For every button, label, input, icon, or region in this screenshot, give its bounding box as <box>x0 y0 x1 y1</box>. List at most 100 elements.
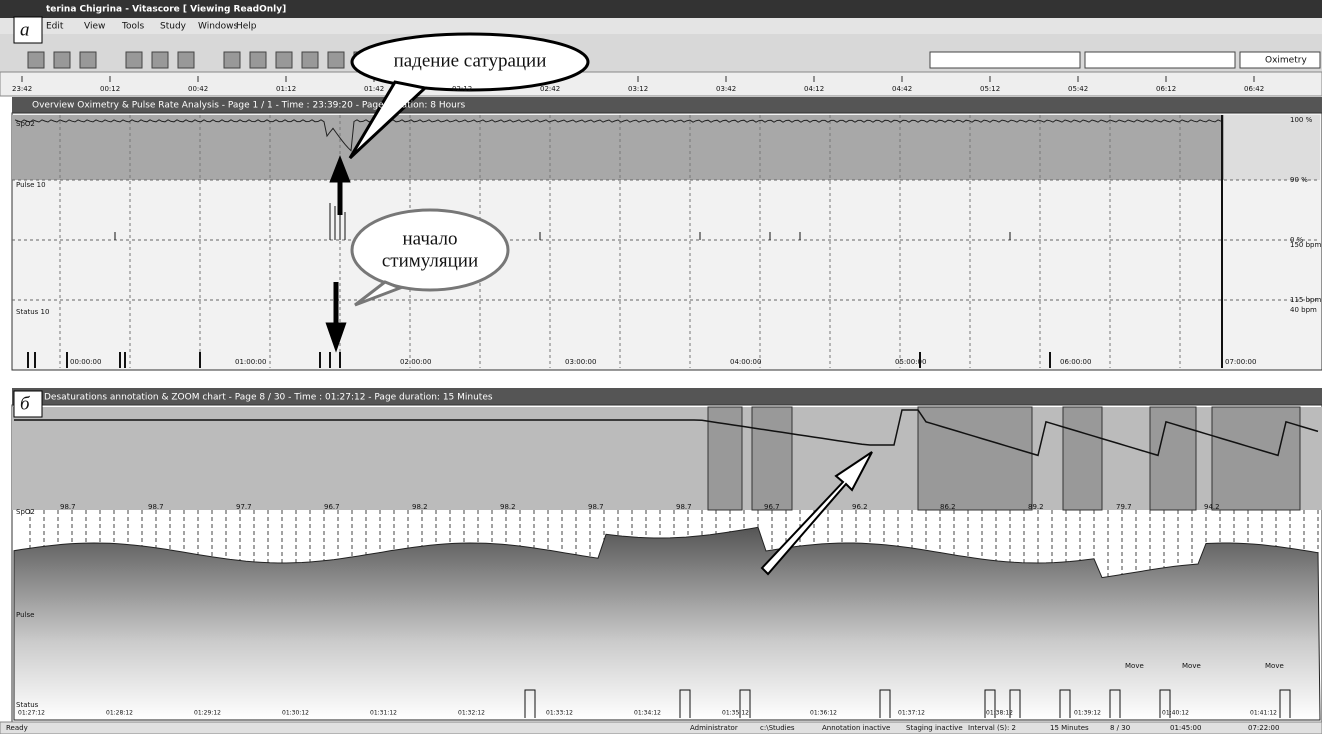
ruler-label: 03:42 <box>716 85 736 93</box>
spo2-label: 98.7 <box>60 503 76 511</box>
status-item: Ready <box>6 724 28 732</box>
panel-title: Overview Oximetry & Pulse Rate Analysis … <box>32 101 466 111</box>
ruler-label: 05:12 <box>980 85 1000 93</box>
status-item: Administrator <box>690 724 738 732</box>
time-label: 02:00:00 <box>400 358 431 366</box>
spo2-label: 96.2 <box>852 503 868 511</box>
toolbar-button[interactable] <box>152 52 168 68</box>
ruler-label: 04:42 <box>892 85 912 93</box>
status-item: 07:22:00 <box>1248 724 1279 732</box>
spo2-label: 79.7 <box>1116 503 1132 511</box>
status-item: 15 Minutes <box>1050 724 1089 732</box>
status-item: Interval (S): 2 <box>968 724 1016 732</box>
time-label: 01:00:00 <box>235 358 266 366</box>
time-label: 03:00:00 <box>565 358 596 366</box>
time-label: 01:32:12 <box>458 710 485 717</box>
toolbar-button[interactable] <box>28 52 44 68</box>
time-label: 01:37:12 <box>898 710 925 717</box>
toolbar-button[interactable] <box>328 52 344 68</box>
event-label: Move <box>1125 662 1144 670</box>
ruler-label: 02:42 <box>540 85 560 93</box>
toolbar-button[interactable] <box>224 52 240 68</box>
spo2-label: 96.7 <box>324 503 340 511</box>
time-label: 01:38:12 <box>986 710 1013 717</box>
time-label: 01:40:12 <box>1162 710 1189 717</box>
axis-label: Status <box>16 701 39 709</box>
ruler-label: 03:12 <box>628 85 648 93</box>
toolbar-button[interactable] <box>54 52 70 68</box>
menu-item[interactable]: Study <box>160 22 187 32</box>
spo2-label: 89.2 <box>1028 503 1044 511</box>
ruler-label: 01:12 <box>276 85 296 93</box>
status-item: Staging inactive <box>906 724 963 732</box>
status-item: 8 / 30 <box>1110 724 1130 732</box>
toolbar-button[interactable] <box>250 52 266 68</box>
status-item: c:\Studies <box>760 724 795 732</box>
toolbar-button[interactable] <box>126 52 142 68</box>
spo2-label: 98.7 <box>588 503 604 511</box>
axis-label: Status 10 <box>16 308 49 316</box>
menu-item[interactable]: Edit <box>46 22 64 32</box>
spo2-label: 86.2 <box>940 503 956 511</box>
callout-text: падение сатурации <box>394 50 547 71</box>
event-label: Move <box>1265 662 1284 670</box>
spo2-label: 96.7 <box>764 503 780 511</box>
callout-text: стимуляции <box>382 250 478 271</box>
menu-item[interactable]: View <box>84 22 105 32</box>
desaturation-box <box>752 407 792 510</box>
time-label: 01:34:12 <box>634 710 661 717</box>
time-label: 01:29:12 <box>194 710 221 717</box>
time-label: 01:28:12 <box>106 710 133 717</box>
panel-title: Desaturations annotation & ZOOM chart - … <box>44 393 493 403</box>
toolbar-button[interactable] <box>178 52 194 68</box>
axis-label: 150 bpm <box>1290 241 1321 249</box>
spo2-band <box>12 115 1224 180</box>
callout-text: начало <box>403 228 458 249</box>
spo2-label: 98.2 <box>500 503 516 511</box>
time-label: 00:00:00 <box>70 358 101 366</box>
axis-label: Pulse 10 <box>16 181 46 189</box>
spo2-label: 98.2 <box>412 503 428 511</box>
menu-item[interactable]: Windows <box>198 22 238 32</box>
toolbar-button[interactable] <box>302 52 318 68</box>
time-label: 01:30:12 <box>282 710 309 717</box>
event-label: Move <box>1182 662 1201 670</box>
ruler-label: 05:42 <box>1068 85 1088 93</box>
time-label: 04:00:00 <box>730 358 761 366</box>
ruler-label: 02:12 <box>452 85 472 93</box>
ruler-label: 06:12 <box>1156 85 1176 93</box>
spo2-label: 98.7 <box>676 503 692 511</box>
time-label: 06:00:00 <box>1060 358 1091 366</box>
status-item: Annotation inactive <box>822 724 890 732</box>
axis-label: 100 % <box>1290 116 1313 124</box>
axis-label: SpO2 <box>16 120 35 128</box>
spo2-band <box>1224 115 1320 180</box>
toolbar-button[interactable] <box>80 52 96 68</box>
time-label: 01:35:12 <box>722 710 749 717</box>
menu-item[interactable]: Tools <box>121 22 144 32</box>
mode-select-label[interactable]: Oximetry <box>1265 56 1307 66</box>
axis-label: Pulse <box>16 611 34 619</box>
menu-item[interactable]: Help <box>236 22 257 32</box>
ruler-label: 00:42 <box>188 85 208 93</box>
toolbar-button[interactable] <box>276 52 292 68</box>
ruler-label: 06:42 <box>1244 85 1264 93</box>
time-label: 01:27:12 <box>18 710 45 717</box>
time-label: 01:31:12 <box>370 710 397 717</box>
time-label: 01:39:12 <box>1074 710 1101 717</box>
axis-label: 40 bpm <box>1290 306 1317 314</box>
ruler-label: 04:12 <box>804 85 824 93</box>
screenshot: terina Chigrina - Vitascore [ Viewing Re… <box>0 0 1322 734</box>
time-label: 07:00:00 <box>1225 358 1256 366</box>
panel-tag: б <box>20 393 31 414</box>
ruler-label: 01:42 <box>364 85 384 93</box>
panel-tag: а <box>20 19 30 40</box>
time-label: 01:41:12 <box>1250 710 1277 717</box>
time-label: 05:00:00 <box>895 358 926 366</box>
window-title: terina Chigrina - Vitascore [ Viewing Re… <box>46 5 286 15</box>
dropdown[interactable] <box>930 52 1080 68</box>
ruler-label: 00:12 <box>100 85 120 93</box>
spo2-label: 98.7 <box>148 503 164 511</box>
dropdown[interactable] <box>1085 52 1235 68</box>
axis-label: 90 % <box>1290 176 1308 184</box>
